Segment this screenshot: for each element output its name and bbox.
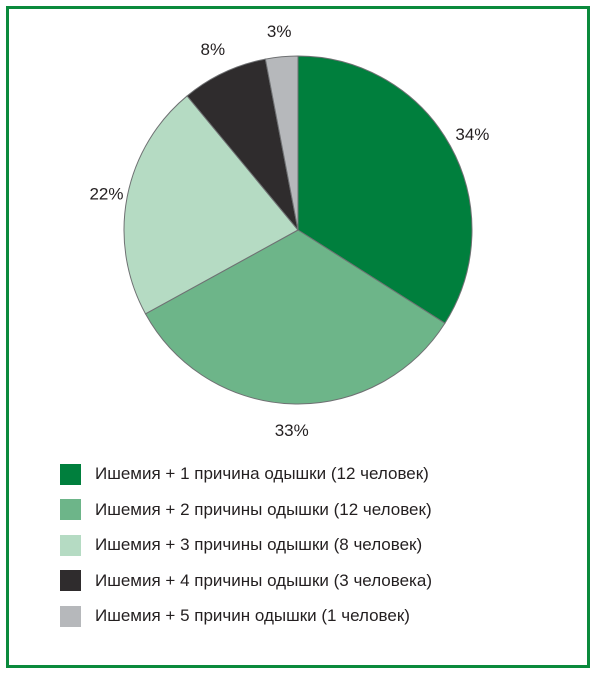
legend-item: Ишемия + 2 причины одышки (12 человек) — [60, 496, 580, 524]
pie-slice — [297, 55, 473, 324]
legend-item: Ишемия + 3 причины одышки (8 человек) — [60, 531, 580, 559]
slice-value-label: 34% — [455, 125, 489, 144]
slice-value-label: 3% — [267, 22, 292, 41]
legend-label: Ишемия + 4 причины одышки (3 человека) — [95, 570, 432, 590]
pie-slice — [123, 95, 299, 315]
pie-chart: 34% 33% 22% 8% 3% — [89, 22, 489, 440]
slice-value-label: 22% — [89, 184, 123, 203]
slice-value-label: 8% — [201, 40, 226, 59]
legend-swatch — [60, 534, 81, 556]
slice-value-label: 33% — [275, 421, 309, 440]
legend-item: Ишемия + 4 причины одышки (3 человека) — [60, 567, 580, 595]
legend-label: Ишемия + 3 причины одышки (8 человек) — [95, 535, 423, 554]
legend-swatch — [60, 463, 81, 485]
legend-swatch — [60, 570, 81, 591]
pie-slice — [264, 55, 299, 231]
legend-swatch — [60, 499, 81, 520]
legend-swatch — [60, 605, 81, 627]
legend-label: Ишемия + 2 причины одышки (12 человек) — [95, 499, 432, 519]
legend-label: Ишемия + 5 причин одышки (1 человек) — [95, 606, 410, 625]
legend: Ишемия + 1 причина одышки (12 человек) И… — [60, 460, 580, 638]
legend-item: Ишемия + 5 причин одышки (1 человек) — [60, 602, 580, 630]
legend-item: Ишемия + 1 причина одышки (12 человек) — [60, 460, 580, 488]
legend-label: Ишемия + 1 причина одышки (12 человек) — [95, 464, 429, 483]
pie-slice — [144, 229, 446, 405]
